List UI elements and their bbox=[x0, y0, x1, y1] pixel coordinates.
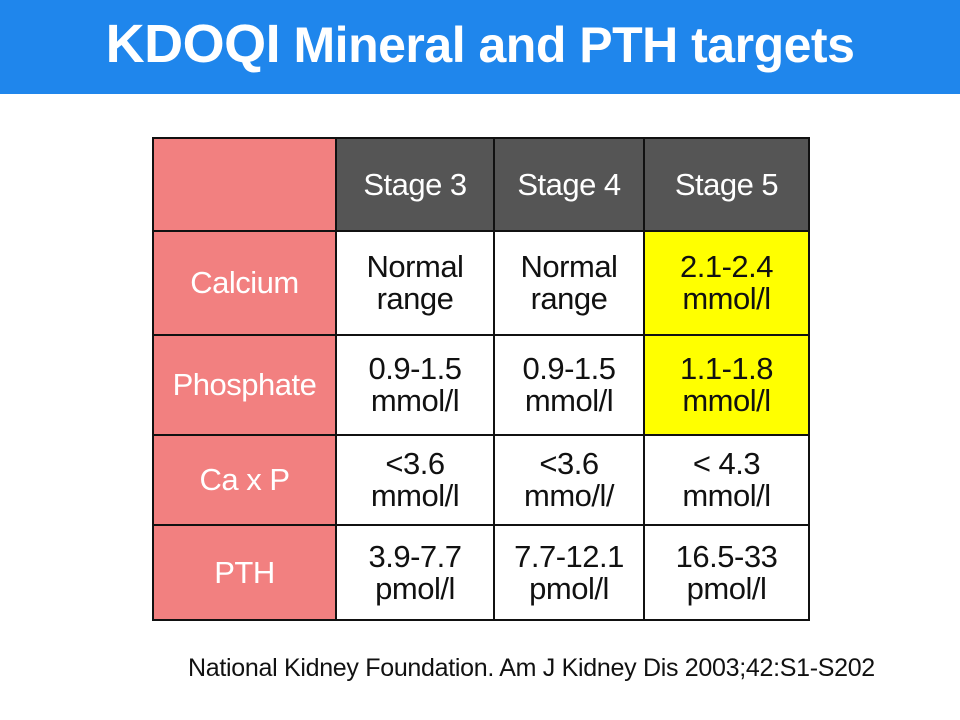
row-label-pth: PTH bbox=[152, 524, 337, 621]
citation: National Kidney Foundation. Am J Kidney … bbox=[188, 654, 875, 682]
corner-cell bbox=[152, 137, 337, 232]
title-rest: Mineral and PTH targets bbox=[280, 17, 855, 73]
cell-line: mmol/l bbox=[524, 383, 614, 418]
header-row: Stage 3 Stage 4 Stage 5 bbox=[152, 137, 810, 232]
cell-line: mmol/l bbox=[682, 478, 771, 513]
cell-line: mmol/l bbox=[682, 383, 771, 418]
title-bar bbox=[0, 0, 960, 94]
cell-line: pmol/l bbox=[686, 570, 767, 606]
column-header-stage-3: Stage 3 bbox=[335, 137, 495, 232]
cell-line: 3.9-7.7 bbox=[368, 538, 462, 574]
row-label-calcium: Calcium bbox=[152, 230, 337, 336]
cell-calcium-stage-5: 2.1-2.4 mmol/l bbox=[643, 230, 810, 336]
cell-line: 0.9-1.5 bbox=[522, 351, 616, 386]
table-row-calcium: Calcium Normal range Normal range 2.1-2.4 m… bbox=[152, 230, 810, 336]
cell-calcium-stage-3: Normal range bbox=[335, 230, 495, 336]
cell-line: range bbox=[376, 281, 454, 316]
cell-line: 16.5-33 bbox=[675, 538, 778, 574]
cell-phosphate-stage-4: 0.9-1.5 mmol/l bbox=[493, 334, 645, 436]
cell-line: 0.9-1.5 bbox=[368, 351, 462, 386]
title-lead: KDOQI bbox=[105, 14, 281, 74]
cell-ca-x-p-stage-3: <3.6 mmol/l bbox=[335, 434, 495, 526]
cell-ca-x-p-stage-5: < 4.3 mmol/l bbox=[643, 434, 810, 526]
slide-title: KDOQI Mineral and PTH targets bbox=[0, 12, 960, 77]
cell-line: range bbox=[530, 281, 608, 316]
cell-line: mmol/l bbox=[682, 281, 771, 316]
column-header-stage-5: Stage 5 bbox=[643, 137, 810, 232]
column-header-stage-4: Stage 4 bbox=[493, 137, 645, 232]
cell-line: mmo/l/ bbox=[524, 478, 615, 513]
cell-phosphate-stage-3: 0.9-1.5 mmol/l bbox=[335, 334, 495, 436]
cell-line: pmol/l bbox=[375, 570, 455, 606]
cell-calcium-stage-4: Normal range bbox=[493, 230, 645, 336]
cell-line: mmol/l bbox=[370, 383, 460, 418]
cell-line: 7.7-12.1 bbox=[514, 538, 624, 574]
cell-line: <3.6 bbox=[385, 446, 445, 481]
targets-table: Stage 3 Stage 4 Stage 5 Calcium Normal ra… bbox=[152, 137, 810, 621]
table-row-pth: PTH 3.9-7.7 pmol/l 7.7-12.1 pmol/l 16.5-33… bbox=[152, 524, 810, 621]
targets-table-container: Stage 3 Stage 4 Stage 5 Calcium Normal ra… bbox=[152, 137, 810, 621]
cell-pth-stage-5: 16.5-33 pmol/l bbox=[643, 524, 810, 621]
cell-pth-stage-3: 3.9-7.7 pmol/l bbox=[335, 524, 495, 621]
cell-line: Normal bbox=[366, 249, 464, 284]
cell-pth-stage-4: 7.7-12.1 pmol/l bbox=[493, 524, 645, 621]
cell-phosphate-stage-5: 1.1-1.8 mmol/l bbox=[643, 334, 810, 436]
row-label-phosphate: Phosphate bbox=[152, 334, 337, 436]
cell-ca-x-p-stage-4: <3.6 mmo/l/ bbox=[493, 434, 645, 526]
row-label-ca-x-p: Ca x P bbox=[152, 434, 337, 526]
cell-line: Normal bbox=[520, 249, 618, 284]
cell-line: 1.1-1.8 bbox=[679, 351, 774, 386]
cell-line: <3.6 bbox=[539, 446, 599, 481]
cell-line: < 4.3 bbox=[692, 446, 761, 481]
table-row-phosphate: Phosphate 0.9-1.5 mmol/l 0.9-1.5 mmol/l 1.… bbox=[152, 334, 810, 436]
cell-line: 2.1-2.4 bbox=[679, 249, 774, 284]
cell-line: mmol/l bbox=[370, 478, 460, 513]
cell-line: pmol/l bbox=[529, 570, 609, 606]
table-row-ca-x-p: Ca x P <3.6 mmol/l <3.6 mmo/l/ < 4.3 mmol/l bbox=[152, 434, 810, 526]
